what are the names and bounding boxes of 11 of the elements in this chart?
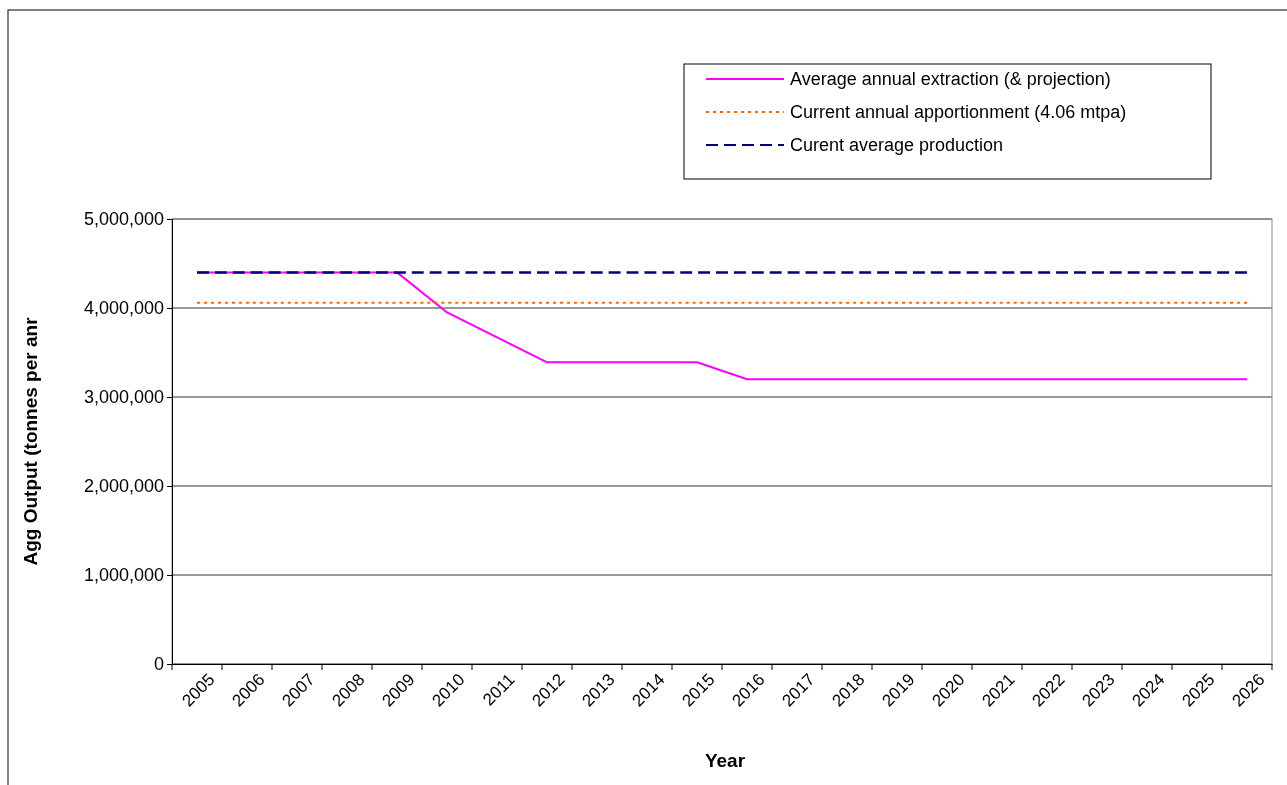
- y-axis-title: Agg Output (tonnes per anr: [20, 316, 41, 566]
- legend-label: Current annual apportionment (4.06 mtpa): [790, 102, 1127, 122]
- x-axis-title: Year: [704, 750, 746, 771]
- y-tick-label: 3,000,000: [83, 387, 164, 408]
- legend-label: Average annual extraction (& projection): [790, 69, 1111, 89]
- y-tick-label: 1,000,000: [83, 565, 164, 586]
- y-tick-label: 0: [153, 654, 164, 675]
- y-tick-label: 5,000,000: [83, 209, 164, 230]
- y-tick-label: 2,000,000: [83, 476, 164, 497]
- legend-label: Curent average production: [790, 135, 1004, 155]
- y-tick-label: 4,000,000: [83, 298, 164, 319]
